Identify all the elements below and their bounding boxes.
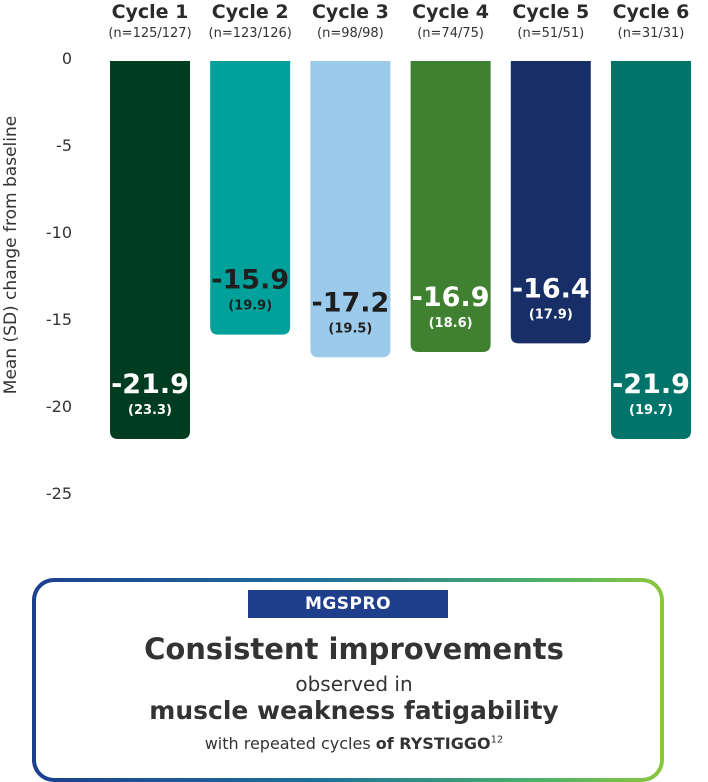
bar bbox=[410, 61, 491, 353]
bar-sd-label: (17.9) bbox=[529, 307, 573, 322]
bar-sd-label: (19.9) bbox=[228, 299, 272, 314]
cycle-n-label: (n=74/75) bbox=[417, 26, 484, 41]
bar-value-label: -15.9 bbox=[211, 265, 289, 296]
y-tick-label: -10 bbox=[46, 223, 72, 242]
y-tick-label: 0 bbox=[62, 49, 72, 68]
callout-footnote-prefix: with repeated cycles bbox=[204, 734, 376, 753]
callout-subline: observed in bbox=[295, 672, 413, 696]
bar-value-label: -17.2 bbox=[311, 287, 389, 318]
y-tick-label: -20 bbox=[46, 397, 72, 416]
cycle-n-label: (n=123/126) bbox=[209, 26, 292, 41]
cycle-n-label: (n=125/127) bbox=[108, 26, 191, 41]
cycle-n-label: (n=98/98) bbox=[317, 26, 384, 41]
bar bbox=[611, 61, 691, 440]
callout-emphasis: muscle weakness fatigability bbox=[149, 696, 559, 725]
y-tick-label: -15 bbox=[46, 310, 72, 329]
bar-value-label: -21.9 bbox=[111, 369, 189, 400]
bar bbox=[310, 61, 391, 358]
bar bbox=[210, 61, 291, 335]
cycle-header: Cycle 2 bbox=[212, 1, 289, 23]
y-axis-label: Mean (SD) change from baseline bbox=[1, 116, 21, 394]
callout-footnote-brand: of RYSTIGGO bbox=[375, 734, 491, 753]
bar-sd-label: (19.5) bbox=[328, 321, 372, 336]
cycle-header: Cycle 1 bbox=[112, 1, 189, 23]
cycle-n-label: (n=51/51) bbox=[517, 26, 584, 41]
bar-value-labels: -21.9 (23.3) -15.9 (19.9) -17.2 (19.5) -16.9 (1… bbox=[111, 265, 690, 418]
bar bbox=[110, 61, 190, 440]
cycle-header: Cycle 4 bbox=[412, 1, 489, 23]
mgspro-badge: MGSPRO bbox=[248, 590, 448, 618]
bar bbox=[510, 61, 591, 344]
cycle-n-label: (n=31/31) bbox=[618, 26, 685, 41]
cycle-header: Cycle 3 bbox=[312, 1, 389, 23]
bar-chart: Mean (SD) change from baseline 0 -5 -10 -15… bbox=[1, 1, 691, 503]
bars bbox=[110, 61, 691, 440]
cycle-headers: Cycle 1 (n=125/127) Cycle 2 (n=123/126) Cycl… bbox=[108, 1, 689, 41]
bar-value-label: -16.9 bbox=[412, 282, 490, 313]
y-tick-label: -5 bbox=[56, 136, 72, 155]
y-axis-ticks: 0 -5 -10 -15 -20 -25 bbox=[46, 49, 72, 503]
cycle-header: Cycle 5 bbox=[512, 1, 589, 23]
bar-value-label: -21.9 bbox=[612, 369, 690, 400]
bar-value-label: -16.4 bbox=[512, 273, 590, 304]
bar-sd-label: (23.3) bbox=[128, 403, 172, 418]
callout-footnote: with repeated cycles of RYSTIGGO12 bbox=[0, 734, 708, 753]
bar-sd-label: (19.7) bbox=[629, 403, 673, 418]
y-tick-label: -25 bbox=[46, 484, 72, 503]
cycle-header: Cycle 6 bbox=[613, 1, 690, 23]
callout-headline: Consistent improvements bbox=[144, 632, 564, 666]
callout-footnote-ref: 12 bbox=[490, 734, 504, 746]
bar-sd-label: (18.6) bbox=[429, 316, 473, 331]
